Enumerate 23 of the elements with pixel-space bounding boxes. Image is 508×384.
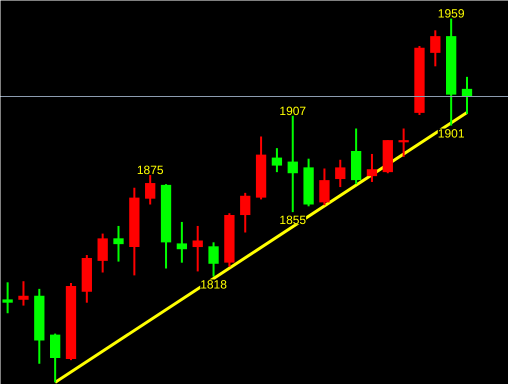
candlestick (398, 128, 409, 158)
candlestick (335, 158, 346, 188)
annotation: 1901 (438, 126, 465, 141)
candlestick (2, 281, 13, 314)
candlestick (272, 147, 282, 174)
annotation: 1855 (279, 213, 306, 228)
candlestick (145, 174, 156, 206)
candlestick (50, 332, 60, 384)
candlestick (176, 220, 188, 264)
annotation: 1818 (200, 278, 228, 292)
candlestick (430, 29, 440, 68)
candlestick (319, 168, 330, 206)
candlestick (240, 192, 250, 234)
candlestick (288, 114, 298, 214)
candlestick (98, 232, 108, 274)
candlestick (366, 152, 378, 183)
annotation: 1907 (279, 104, 306, 118)
annotation: 1959 (438, 6, 465, 21)
candlestick (208, 241, 219, 278)
candlestick (192, 224, 203, 272)
candlestick (113, 224, 124, 263)
candlestick (18, 280, 29, 307)
annotation: 1875 (136, 163, 164, 178)
